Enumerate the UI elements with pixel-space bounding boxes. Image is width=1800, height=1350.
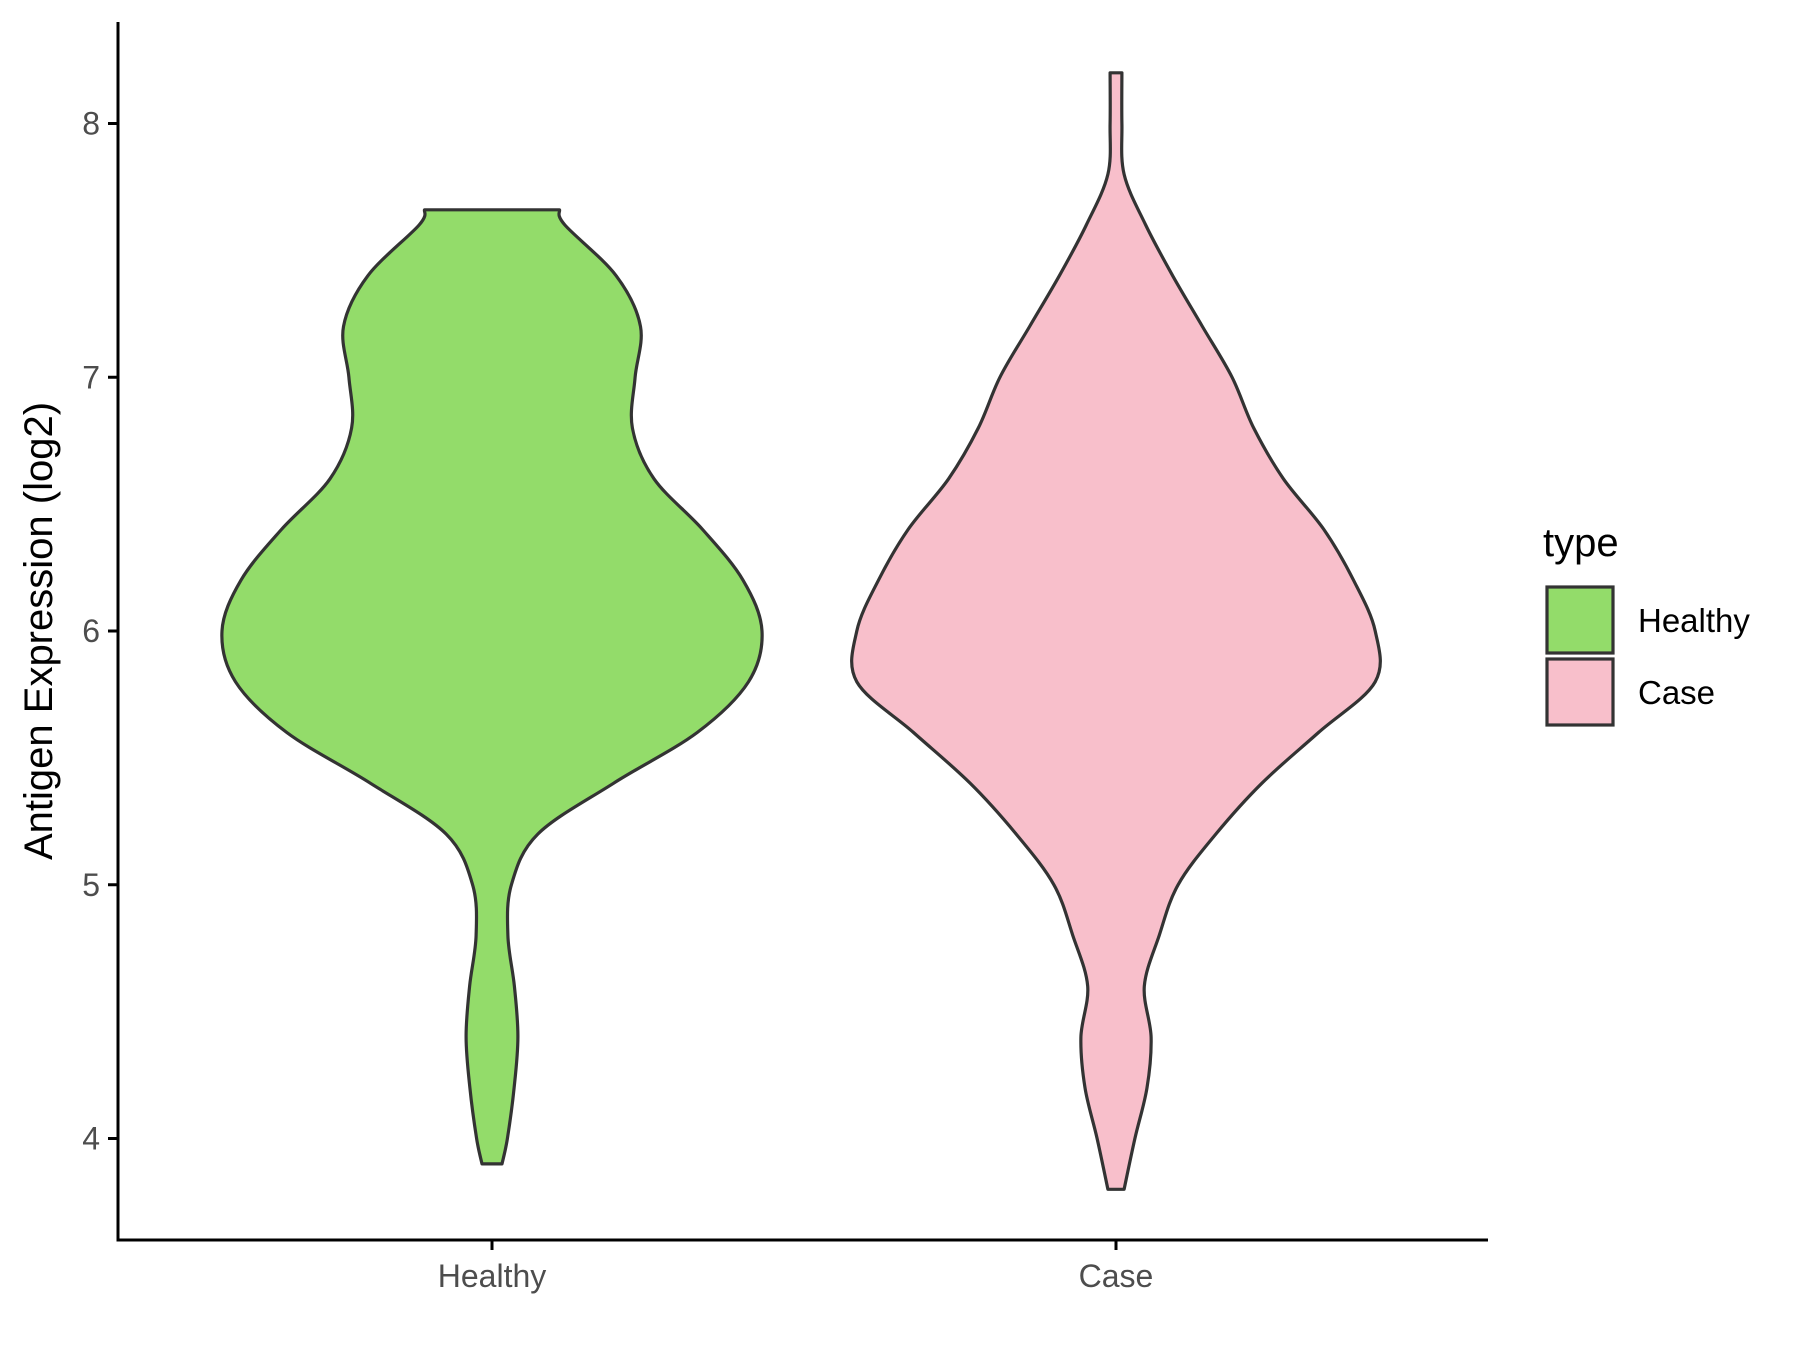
axes: 4 5 6 7 8 Healthy Case <box>82 22 1488 1294</box>
legend-key-case <box>1545 657 1615 727</box>
x-ticks: Healthy Case <box>438 1240 1154 1294</box>
y-axis-title: Antigen Expression (log2) <box>17 402 61 860</box>
legend-key-healthy <box>1545 585 1615 655</box>
violin-layer <box>220 71 1382 1191</box>
legend-label-case: Case <box>1638 674 1715 711</box>
legend-items: Healthy Case <box>1545 585 1750 727</box>
y-tick-label: 5 <box>82 867 100 903</box>
y-tick-label: 6 <box>82 613 100 649</box>
y-tick-label: 8 <box>82 106 100 142</box>
y-tick-label: 7 <box>82 359 100 395</box>
y-tick-label: 4 <box>82 1121 100 1157</box>
violin-healthy <box>220 208 764 1166</box>
x-tick-label: Healthy <box>438 1258 547 1294</box>
x-tick-label: Case <box>1079 1258 1154 1294</box>
legend-label-healthy: Healthy <box>1638 602 1750 639</box>
violin-case <box>850 71 1382 1191</box>
legend-title: type <box>1543 521 1619 565</box>
legend: type Healthy Case <box>1543 521 1750 727</box>
y-ticks: 4 5 6 7 8 <box>82 106 118 1157</box>
